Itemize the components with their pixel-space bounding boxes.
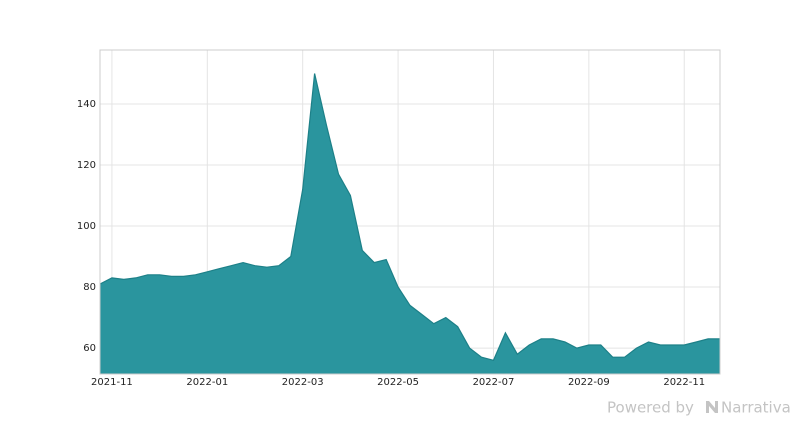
x-tick-label: 2022-11 bbox=[663, 377, 705, 388]
footer-text: Powered by bbox=[607, 399, 694, 417]
x-tick-label: 2022-09 bbox=[568, 377, 610, 388]
brand-logo bbox=[706, 401, 718, 413]
y-tick-label: 120 bbox=[77, 160, 96, 171]
area-line bbox=[99, 73, 720, 362]
y-tick-label: 80 bbox=[83, 282, 96, 293]
x-tick-label: 2022-05 bbox=[377, 377, 419, 388]
x-tick-label: 2021-11 bbox=[91, 377, 133, 388]
footer-brand: Narrativa bbox=[721, 399, 791, 417]
x-tick-label: 2022-03 bbox=[282, 377, 324, 388]
plot-border bbox=[99, 49, 721, 375]
y-tick-label: 60 bbox=[83, 343, 96, 354]
x-tick-label: 2022-01 bbox=[186, 377, 228, 388]
plot-area bbox=[99, 50, 720, 374]
area bbox=[100, 73, 720, 374]
y-tick-label: 100 bbox=[77, 221, 96, 232]
x-tick-label: 2022-07 bbox=[473, 377, 515, 388]
y-tick-label: 140 bbox=[77, 99, 96, 110]
